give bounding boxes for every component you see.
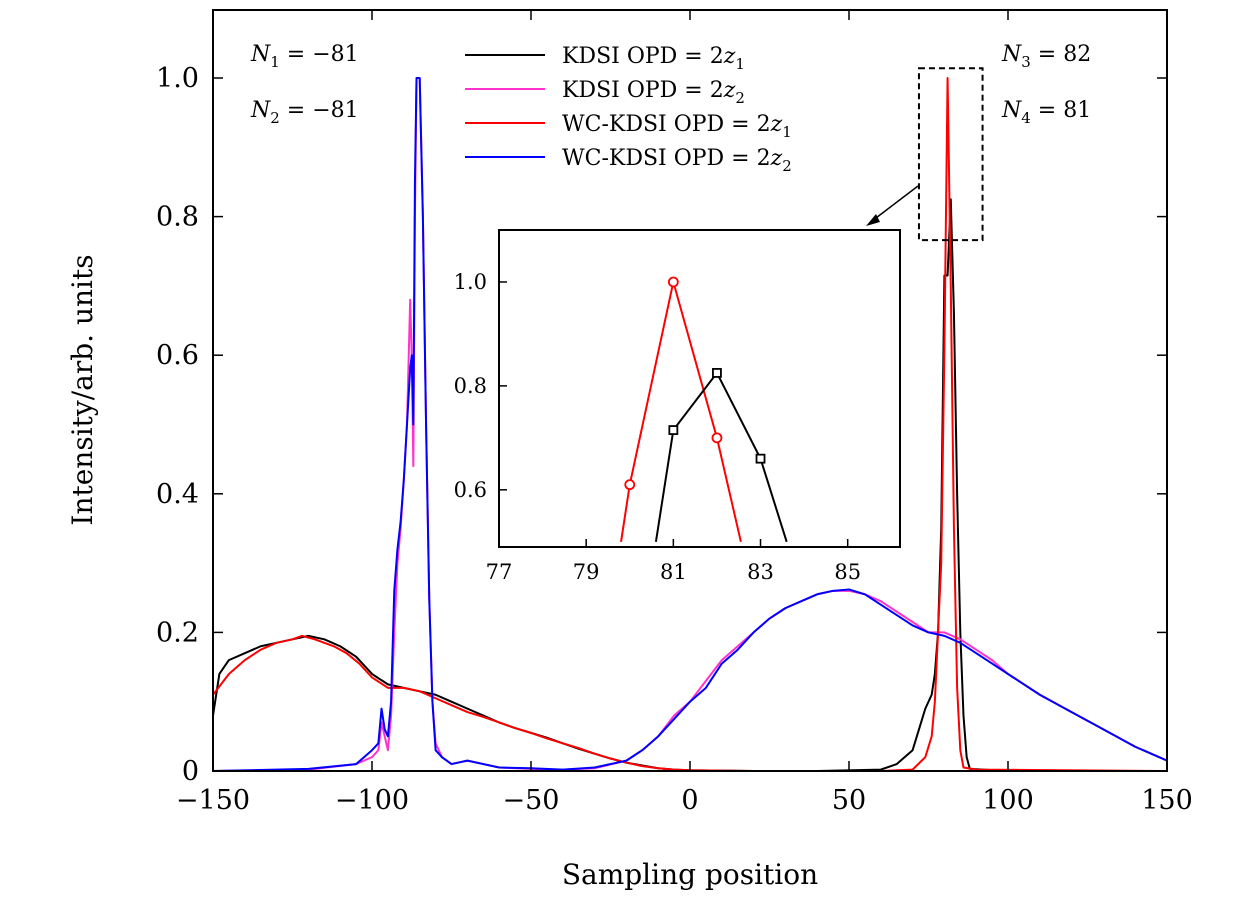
inset-frame bbox=[498, 229, 901, 548]
annotation-value: = 81 bbox=[1031, 98, 1091, 123]
zoom-box bbox=[917, 67, 984, 242]
legend-var: z bbox=[723, 78, 736, 103]
inset-marker-square bbox=[712, 368, 722, 378]
legend-sub: 1 bbox=[782, 123, 792, 141]
legend-sub: 2 bbox=[782, 157, 792, 175]
annotation-n3: N3 = 82 bbox=[1001, 42, 1091, 71]
annotation-subscript: 3 bbox=[1021, 53, 1031, 71]
y-tick-label: 0.2 bbox=[156, 617, 199, 648]
inset-x-tick-label: 79 bbox=[573, 560, 600, 584]
inset-x-tick-label: 81 bbox=[660, 560, 687, 584]
zoom-arrow bbox=[871, 185, 919, 222]
x-tick-label: −150 bbox=[176, 785, 250, 816]
x-tick-label: 100 bbox=[982, 785, 1034, 816]
annotation-n1: N1 = −81 bbox=[250, 42, 359, 71]
annotation-value: = −81 bbox=[280, 42, 359, 67]
x-tick-label: −50 bbox=[503, 785, 560, 816]
x-tick-label: −100 bbox=[335, 785, 409, 816]
annotation-n2: N2 = −81 bbox=[250, 98, 359, 127]
annotation-symbol: N bbox=[1001, 42, 1022, 67]
zoom-arrowhead bbox=[866, 214, 880, 226]
annotation-symbol: N bbox=[1001, 98, 1022, 123]
legend-label: KDSI OPD = 2 bbox=[562, 78, 724, 103]
legend-label: WC-KDSI OPD = 2 bbox=[562, 112, 771, 137]
annotation-n4: N4 = 81 bbox=[1001, 98, 1091, 127]
inset-x-tick-label: 85 bbox=[834, 560, 861, 584]
legend-var: z bbox=[770, 146, 783, 171]
inset-marker-circle bbox=[624, 479, 636, 491]
inset-x-tick-label: 83 bbox=[747, 560, 774, 584]
y-tick-label: 0.6 bbox=[156, 340, 199, 371]
legend-var: z bbox=[723, 44, 736, 69]
inset-y-tick-label: 0.6 bbox=[454, 478, 487, 502]
inset-y-tick-label: 1.0 bbox=[454, 270, 487, 294]
y-tick-label: 0 bbox=[182, 756, 199, 787]
series-line-2 bbox=[213, 77, 1167, 771]
series-group bbox=[213, 77, 1167, 771]
legend-entry-0: KDSI OPD = 2z1 bbox=[562, 44, 745, 73]
legend-entry-3: WC-KDSI OPD = 2z2 bbox=[562, 146, 792, 175]
inset-series-group bbox=[620, 276, 788, 543]
y-tick-label: 1.0 bbox=[156, 63, 199, 94]
y-tick-label: 0.4 bbox=[156, 479, 199, 510]
inset-x-tick-label: 77 bbox=[486, 560, 513, 584]
annotation-symbol: N bbox=[250, 98, 271, 123]
legend-entry-1: KDSI OPD = 2z2 bbox=[562, 78, 745, 107]
legend-sub: 2 bbox=[735, 89, 745, 107]
legend-label: WC-KDSI OPD = 2 bbox=[562, 146, 771, 171]
inset-marker-circle bbox=[711, 432, 723, 444]
annotation-value: = −81 bbox=[280, 98, 359, 123]
x-tick-label: 0 bbox=[681, 785, 698, 816]
legend-sub: 1 bbox=[735, 55, 745, 73]
annotation-subscript: 1 bbox=[270, 53, 280, 71]
x-tick-label: 50 bbox=[832, 785, 866, 816]
y-tick-label: 0.8 bbox=[156, 202, 199, 233]
annotation-subscript: 4 bbox=[1021, 109, 1031, 127]
annotation-symbol: N bbox=[250, 42, 271, 67]
legend-label: KDSI OPD = 2 bbox=[562, 44, 724, 69]
inset-marker-square bbox=[668, 425, 679, 435]
y-axis-title: Intensity/arb. units bbox=[66, 254, 99, 525]
series-line-3 bbox=[213, 77, 1167, 771]
annotation-subscript: 2 bbox=[270, 109, 280, 127]
legend-entry-2: WC-KDSI OPD = 2z1 bbox=[562, 112, 792, 141]
inset-marker-circle bbox=[667, 276, 679, 288]
inset-y-tick-label: 0.8 bbox=[454, 374, 487, 398]
inset-marker-square bbox=[755, 453, 766, 464]
legend-var: z bbox=[770, 112, 783, 137]
annotation-value: = 82 bbox=[1031, 42, 1091, 67]
x-axis-title: Sampling position bbox=[562, 858, 818, 891]
inset-bg bbox=[499, 230, 900, 547]
x-tick-label: 150 bbox=[1141, 785, 1193, 816]
